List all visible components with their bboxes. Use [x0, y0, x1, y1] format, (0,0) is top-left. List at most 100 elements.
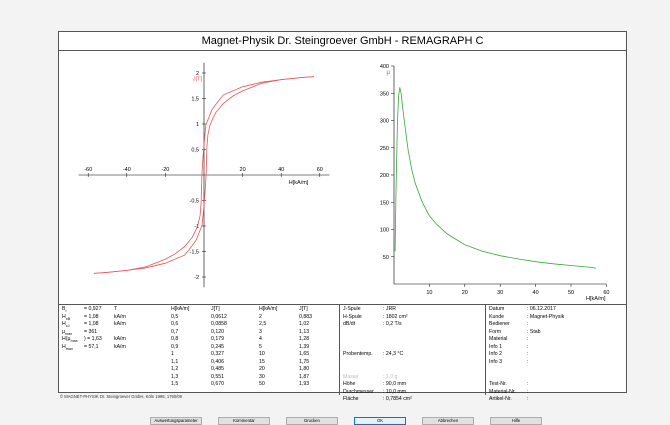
- measurement-label: H-Spule: [343, 313, 362, 320]
- table-row: 2,5 1,02: [259, 321, 339, 329]
- comment-button[interactable]: Kommentar: [218, 417, 270, 425]
- x-axis-label: H[kA/m]: [586, 296, 606, 302]
- h-value: 1,1: [171, 358, 179, 365]
- h-value: 0,9: [171, 343, 179, 350]
- measurement-list: J-Spule: JRR H-Spule: 1802 cm² dB/dt: 0,2 …: [343, 306, 483, 404]
- j-value: 1,80: [299, 366, 310, 372]
- x-tick-label: -40: [123, 167, 131, 173]
- measurement-value: : JRR: [383, 306, 396, 312]
- result-label-subscript: cB: [65, 316, 71, 321]
- evaluation-parameters-button[interactable]: Auswertungsparameter: [150, 417, 202, 425]
- title-divider: [59, 50, 626, 51]
- h-value: 30: [259, 373, 265, 380]
- h-value: 1: [171, 351, 174, 357]
- j-value: 1,87: [299, 373, 310, 380]
- result-row: Hmax = 57,1 kA/m: [62, 344, 162, 352]
- info-value: :: [527, 321, 529, 327]
- info-label: Info 3: [489, 358, 502, 365]
- info-label: Info 2: [489, 351, 502, 357]
- measurement-row: [343, 336, 483, 344]
- result-label-subscript: max: [65, 331, 73, 336]
- h-value: 0,5: [171, 313, 179, 320]
- info-value: :: [527, 336, 529, 342]
- table-row: 1 0,327: [171, 351, 256, 359]
- info-row: Material:: [489, 336, 627, 344]
- measurement-label: Probentemp.: [343, 351, 373, 357]
- measurement-value: : 24,3 °C: [383, 351, 404, 357]
- measurement-value: : 1802 cm²: [383, 313, 408, 320]
- table-row: 30 1,87: [259, 374, 339, 382]
- result-row: HcB = 1,08 kA/m: [62, 314, 162, 322]
- h-value: 1,2: [171, 366, 179, 372]
- table-row: 20 1,80: [259, 366, 339, 374]
- measurement-row: J-Spule : JRR: [343, 306, 483, 314]
- measurement-row: Masse: 1,0 g: [343, 374, 483, 382]
- divider-line: [485, 305, 486, 395]
- result-value: = 1,08: [84, 321, 99, 327]
- info-row: Test-Nr.:: [489, 381, 627, 389]
- result-label: Br: [62, 306, 67, 314]
- info-row: Info 3:: [489, 359, 627, 367]
- column-header: J[T]: [299, 306, 308, 312]
- info-row: [489, 374, 627, 382]
- info-row: Material-Nr.:: [489, 389, 627, 397]
- result-value: ) = 1,63: [84, 336, 102, 342]
- copyright-note: © MAGNET-PHYSIK Dr. Steingroever GmbH, K…: [60, 394, 183, 399]
- table-header-row: H[kA/m] J[T]: [259, 306, 339, 314]
- j-value: 0,327: [211, 351, 224, 357]
- table-row: 5 1,39: [259, 344, 339, 352]
- info-label: Form: [489, 328, 502, 335]
- info-value: :: [527, 381, 529, 387]
- info-label: Artikel-Nr.: [489, 396, 512, 402]
- measurement-label: dB/dt: [343, 321, 356, 327]
- info-value: :: [527, 343, 529, 350]
- info-label: Material: [489, 336, 508, 342]
- h-value: 4: [259, 336, 262, 342]
- result-unit: kA/m: [114, 313, 126, 320]
- measurement-value: : 90,0 mm: [383, 381, 407, 387]
- measurement-row: [343, 359, 483, 367]
- measurement-label: Fläche: [343, 396, 359, 402]
- j-value: 1,75: [299, 358, 310, 365]
- h-value: 20: [259, 366, 265, 372]
- info-row: Kunde: Magnet-Physik: [489, 314, 627, 322]
- h-value: 2,5: [259, 321, 267, 327]
- info-label: Bediener: [489, 321, 510, 327]
- h-value: 15: [259, 358, 265, 365]
- column-header: J[T]: [211, 306, 220, 312]
- result-unit: kA/m: [114, 343, 126, 350]
- h-value: 5: [259, 343, 262, 350]
- j-value: 0,0858: [211, 321, 227, 327]
- table-row: 1,3 0,551: [171, 374, 256, 382]
- hysteresis-chart: -60 -40 -20 20 40 60 2 1,5 1 0,5 -0,5 -1 -1,5 -2 J[T] H…: [78, 62, 330, 288]
- j-value: 0,245: [211, 343, 224, 350]
- y-tick-label: 350: [380, 91, 389, 97]
- info-row: Info 2:: [489, 351, 627, 359]
- table-row: 0,8 0,179: [171, 336, 256, 344]
- h-value: 10: [259, 351, 265, 357]
- table-row: 1,2 0,485: [171, 366, 256, 374]
- info-value: :: [527, 358, 529, 365]
- j-value: 0,485: [211, 366, 224, 372]
- result-row: µmax = 361: [62, 329, 162, 337]
- hysteresis-curve: [93, 76, 315, 274]
- ok-button[interactable]: OK: [354, 417, 406, 425]
- result-value: = 0,927: [84, 306, 102, 312]
- print-button[interactable]: Drucken: [286, 417, 338, 425]
- measurement-label: Masse: [343, 373, 359, 380]
- y-tick-label: -2: [194, 275, 199, 281]
- cancel-button[interactable]: Abbrechen: [422, 417, 474, 425]
- y-tick-label: 150: [380, 200, 389, 206]
- measurement-label: J-Spule: [343, 306, 361, 312]
- x-tick-label: 20: [462, 290, 468, 296]
- x-tick-label: 10: [426, 290, 432, 296]
- result-label-subscript: max: [70, 339, 78, 344]
- h-value: 0,7: [171, 328, 179, 335]
- column-header: H[kA/m]: [259, 306, 278, 312]
- x-tick-label: 40: [533, 290, 539, 296]
- help-button[interactable]: Hilfe: [490, 417, 542, 425]
- result-value: = 361: [84, 328, 98, 335]
- info-list: Datum: 06.12.2017 Kunde: Magnet-Physik Bed…: [489, 306, 627, 404]
- report-title: Magnet-Physik Dr. Steingroever GmbH - RE…: [201, 35, 484, 47]
- y-axis-label: µ: [387, 70, 391, 76]
